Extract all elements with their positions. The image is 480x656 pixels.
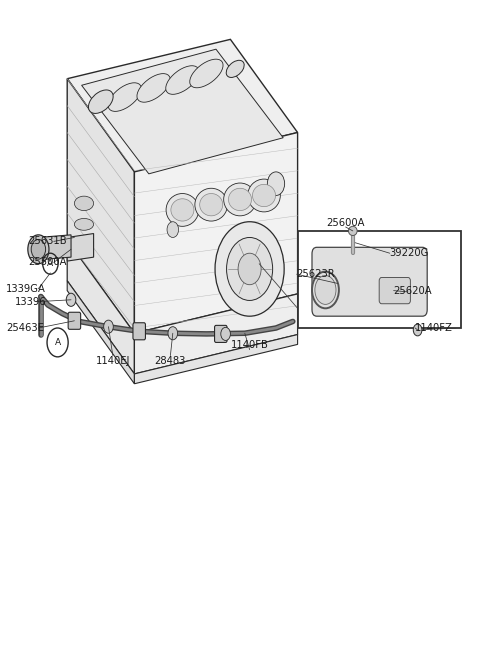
Circle shape (227, 237, 273, 300)
Polygon shape (67, 240, 134, 374)
Polygon shape (134, 133, 298, 333)
Circle shape (66, 293, 76, 306)
Circle shape (413, 324, 422, 336)
Circle shape (238, 253, 261, 285)
Polygon shape (38, 235, 71, 260)
Text: 39220G: 39220G (390, 248, 429, 258)
Circle shape (267, 172, 285, 195)
Circle shape (31, 239, 46, 259)
Text: 1140FZ: 1140FZ (415, 323, 453, 333)
Ellipse shape (252, 184, 276, 207)
Ellipse shape (166, 66, 199, 94)
Circle shape (168, 327, 178, 340)
Text: 1339GA: 1339GA (6, 283, 46, 294)
Ellipse shape (348, 226, 357, 236)
Circle shape (28, 235, 49, 264)
Bar (298, 231, 461, 328)
Text: 25631B: 25631B (28, 236, 66, 247)
Polygon shape (82, 49, 283, 174)
Circle shape (221, 327, 230, 340)
Ellipse shape (137, 73, 170, 102)
Ellipse shape (74, 218, 94, 230)
Ellipse shape (195, 188, 228, 221)
Text: 25623R: 25623R (297, 269, 335, 279)
Ellipse shape (224, 183, 256, 216)
Polygon shape (67, 79, 134, 333)
Ellipse shape (88, 90, 113, 113)
Text: A: A (48, 259, 53, 268)
Ellipse shape (171, 199, 194, 221)
Circle shape (315, 276, 336, 304)
Text: 25463E: 25463E (6, 323, 44, 333)
Ellipse shape (248, 179, 280, 212)
Ellipse shape (200, 194, 223, 216)
Text: 13396: 13396 (14, 297, 46, 307)
Polygon shape (67, 281, 134, 384)
Ellipse shape (74, 196, 94, 211)
FancyBboxPatch shape (133, 323, 145, 340)
Text: 28483: 28483 (155, 356, 186, 366)
Polygon shape (134, 335, 298, 384)
Polygon shape (67, 234, 94, 261)
Ellipse shape (108, 83, 142, 112)
Polygon shape (67, 39, 298, 172)
Ellipse shape (190, 59, 223, 88)
Circle shape (104, 320, 113, 333)
Polygon shape (134, 294, 298, 374)
Text: A: A (55, 338, 60, 347)
Ellipse shape (226, 60, 244, 77)
Text: 1140FB: 1140FB (231, 340, 268, 350)
FancyBboxPatch shape (215, 325, 227, 342)
FancyBboxPatch shape (312, 247, 427, 316)
Ellipse shape (166, 194, 199, 226)
FancyBboxPatch shape (68, 312, 81, 329)
Text: 25620A: 25620A (394, 285, 432, 296)
Ellipse shape (228, 188, 252, 211)
FancyBboxPatch shape (379, 277, 410, 304)
Text: 25600A: 25600A (326, 218, 365, 228)
Circle shape (215, 222, 284, 316)
Text: 25500A: 25500A (28, 257, 66, 268)
Text: 1140EJ: 1140EJ (96, 356, 130, 366)
Ellipse shape (74, 237, 94, 247)
Circle shape (167, 222, 179, 237)
